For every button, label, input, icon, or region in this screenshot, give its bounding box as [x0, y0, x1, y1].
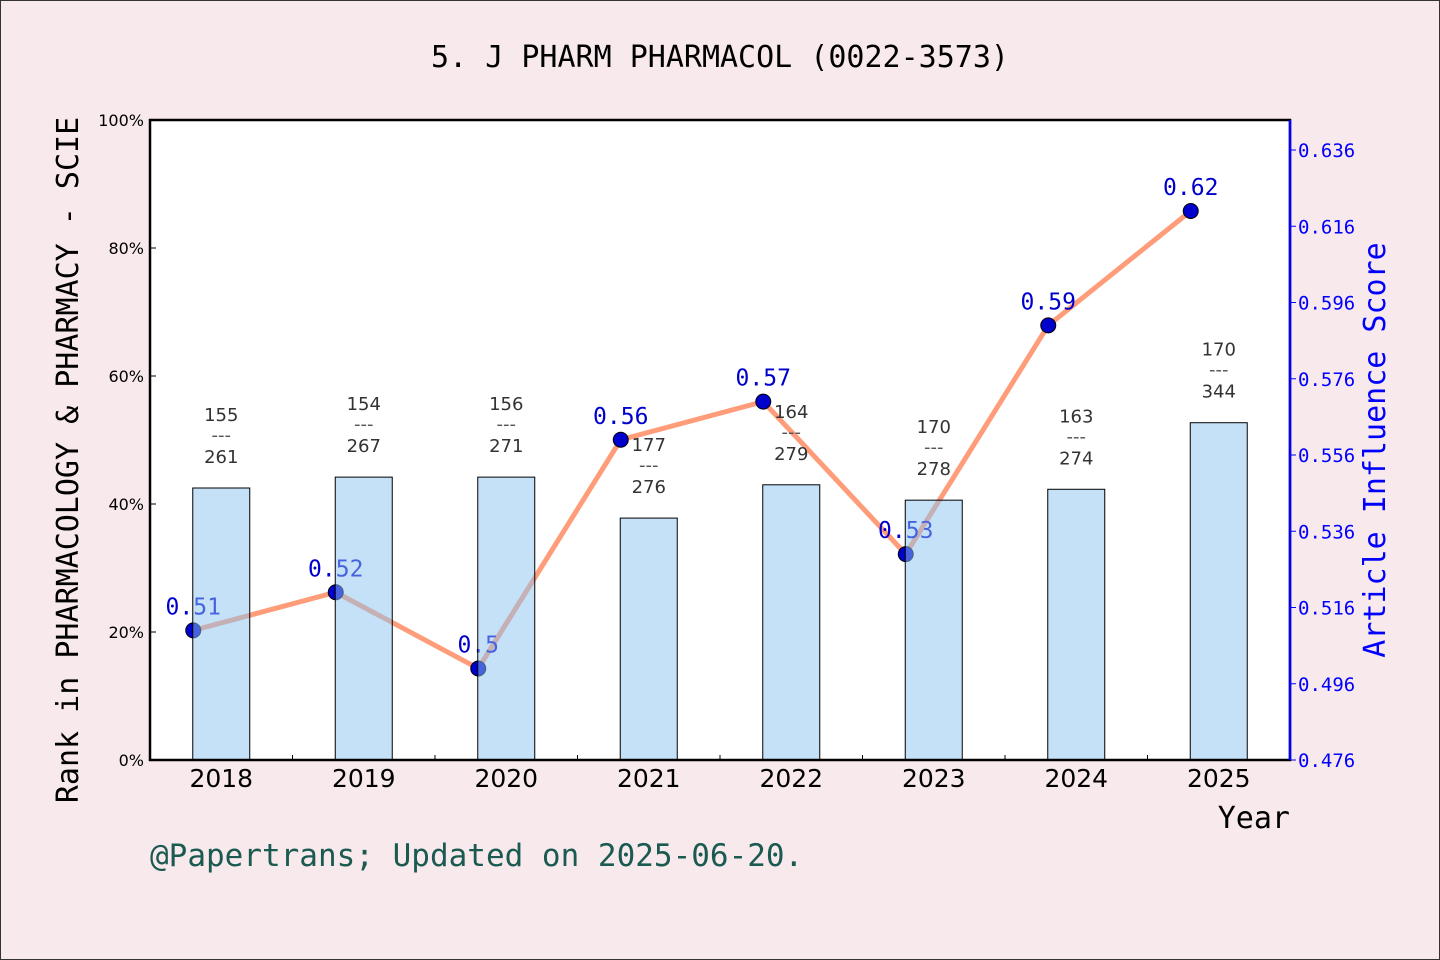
left-tick-label: 60% — [108, 367, 144, 386]
right-tick-label: 0.576 — [1298, 369, 1355, 391]
aic-label: 0.62 — [1163, 175, 1218, 201]
aic-label: 0.56 — [593, 404, 648, 430]
rank-separator: --- — [497, 414, 517, 435]
x-tick-label: 2019 — [332, 764, 396, 793]
left-tick-label: 80% — [108, 239, 144, 258]
left-tick-label: 100% — [98, 111, 144, 130]
total-label: 267 — [347, 436, 381, 457]
left-tick-label: 20% — [108, 623, 144, 642]
x-tick-label: 2023 — [902, 764, 966, 793]
rank-separator: --- — [1209, 360, 1229, 381]
rank-separator: --- — [1067, 426, 1087, 447]
total-label: 271 — [489, 436, 523, 457]
x-tick-label: 2021 — [617, 764, 681, 793]
total-label: 279 — [774, 444, 808, 465]
chart-title: 5. J PHARM PHARMACOL (0022-3573) — [431, 40, 1009, 75]
total-label: 261 — [204, 447, 238, 468]
right-tick-label: 0.596 — [1298, 293, 1355, 315]
rank-label: 163 — [1059, 406, 1093, 427]
x-axis-label: Year — [1218, 801, 1290, 836]
left-axis-label: Rank in PHARMACOLOGY & PHARMACY - SCIE — [51, 117, 86, 803]
rank-bar — [192, 487, 251, 761]
rank-separator: --- — [782, 422, 802, 443]
right-tick-label: 0.496 — [1298, 674, 1355, 696]
rank-separator: --- — [639, 455, 659, 476]
left-tick-label: 0% — [119, 751, 144, 770]
rank-bar — [619, 517, 678, 761]
aic-point — [755, 393, 772, 410]
rank-label: 164 — [774, 402, 808, 423]
rank-label: 170 — [917, 417, 951, 438]
aic-point — [612, 431, 629, 448]
right-axis-label: Article Influence Score — [1358, 242, 1393, 657]
x-tick-label: 2022 — [759, 764, 823, 793]
rank-label: 154 — [347, 394, 381, 415]
aic-label: 0.57 — [736, 366, 791, 392]
rank-separator: --- — [354, 414, 374, 435]
plot-area — [150, 120, 1290, 760]
right-tick-label: 0.616 — [1298, 216, 1355, 238]
rank-label: 170 — [1202, 340, 1236, 361]
rank-label: 177 — [632, 435, 666, 456]
rank-label: 156 — [489, 394, 523, 415]
x-tick-label: 2020 — [474, 764, 538, 793]
total-label: 274 — [1059, 448, 1093, 469]
rank-separator: --- — [924, 437, 944, 458]
x-tick-label: 2024 — [1044, 764, 1108, 793]
rank-bar — [1047, 488, 1106, 761]
aic-label: 0.59 — [1021, 289, 1076, 315]
rank-bar — [334, 476, 393, 761]
rank-separator: --- — [212, 425, 232, 446]
right-tick-label: 0.516 — [1298, 598, 1355, 620]
right-tick-label: 0.476 — [1298, 750, 1355, 772]
aic-point — [1182, 203, 1199, 219]
x-tick-label: 2018 — [189, 764, 253, 793]
left-tick-label: 40% — [108, 495, 144, 514]
footer-text: @Papertrans; Updated on 2025-06-20. — [150, 838, 803, 874]
right-tick-label: 0.636 — [1298, 140, 1355, 162]
aic-point — [1040, 317, 1057, 334]
rank-label: 155 — [204, 405, 238, 426]
rank-bar — [904, 499, 963, 761]
right-tick-label: 0.556 — [1298, 445, 1355, 467]
rank-bar — [762, 484, 821, 761]
rank-bar — [1189, 422, 1248, 761]
total-label: 344 — [1202, 382, 1236, 403]
rank-bar — [477, 476, 536, 761]
total-label: 276 — [632, 477, 666, 498]
total-label: 278 — [917, 459, 951, 480]
x-tick-label: 2025 — [1187, 764, 1251, 793]
right-tick-label: 0.536 — [1298, 521, 1355, 543]
